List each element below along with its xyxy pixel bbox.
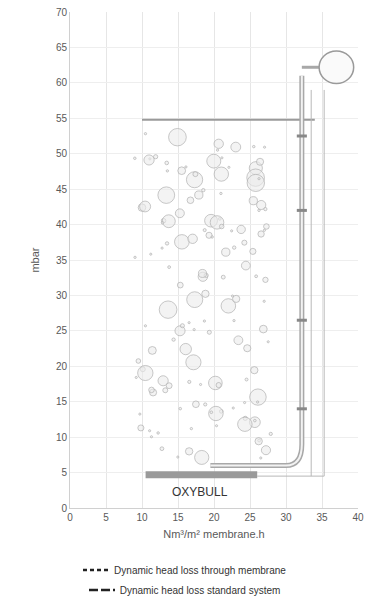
svg-text:70: 70	[56, 7, 68, 18]
svg-text:20: 20	[56, 361, 68, 372]
svg-text:45: 45	[56, 184, 68, 195]
svg-text:10: 10	[56, 432, 68, 443]
html-text:Dynamic head loss standard sys: Dynamic head loss standard system	[119, 584, 281, 596]
svg-text:mbar: mbar	[29, 247, 41, 272]
svg-text:10: 10	[136, 512, 148, 523]
svg-text:40: 40	[352, 512, 364, 523]
svg-text:35: 35	[56, 255, 68, 266]
svg-text:55: 55	[56, 113, 68, 124]
svg-text:60: 60	[56, 77, 68, 88]
svg-text:5: 5	[61, 467, 67, 478]
svg-text:30: 30	[56, 290, 68, 301]
svg-text:25: 25	[56, 325, 68, 336]
svg-text:50: 50	[56, 148, 68, 159]
svg-text:25: 25	[244, 512, 256, 523]
svg-text:0: 0	[67, 512, 73, 523]
svg-text:35: 35	[316, 512, 328, 523]
svg-text:5: 5	[103, 512, 109, 523]
html-text:Dynamic head loss through memb: Dynamic head loss through membrane	[114, 564, 286, 576]
svg-text:30: 30	[280, 512, 292, 523]
svg-text:0: 0	[61, 503, 67, 514]
svg-text:65: 65	[56, 42, 68, 53]
svg-text:15: 15	[56, 396, 68, 407]
svg-text:40: 40	[56, 219, 68, 230]
svg-text:15: 15	[172, 512, 184, 523]
svg-text:Nm³/m² membrane.h: Nm³/m² membrane.h	[163, 528, 264, 540]
svg-text:OXYBULL: OXYBULL	[172, 485, 228, 499]
svg-text:20: 20	[208, 512, 220, 523]
